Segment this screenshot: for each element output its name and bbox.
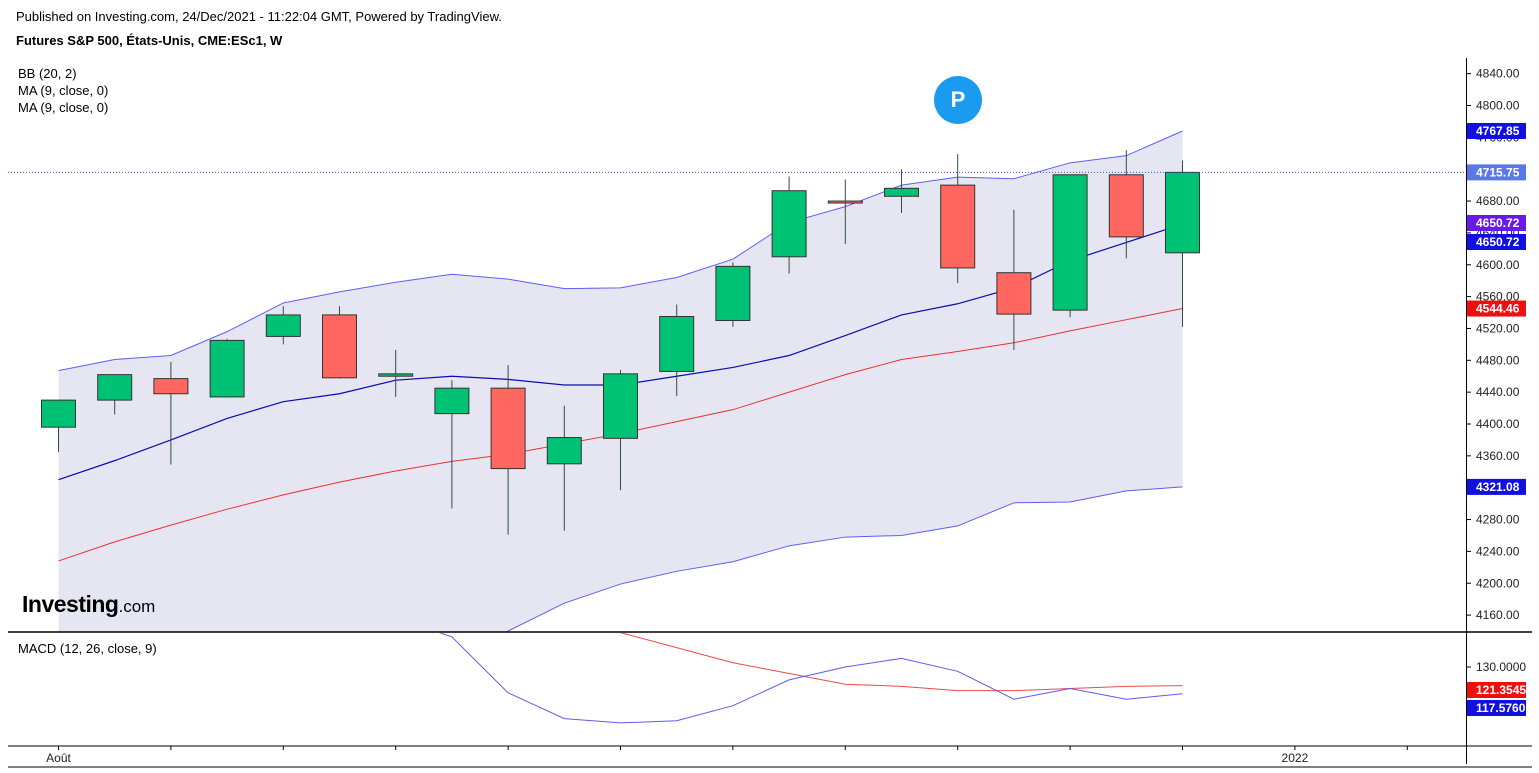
candle-body <box>996 272 1032 315</box>
candle <box>996 209 1032 350</box>
candle-body <box>546 437 582 465</box>
y-tick-label: 4400.00 <box>1476 417 1520 431</box>
x-tick-label: 2022 <box>1282 751 1309 765</box>
y-tick-label: 4360.00 <box>1476 449 1520 463</box>
candle-body <box>97 374 133 401</box>
candle <box>1052 174 1088 318</box>
macd-price-label-bg <box>1467 700 1526 716</box>
y-tick-label: 4240.00 <box>1476 544 1520 558</box>
candle <box>546 405 582 531</box>
last-price-label-bg <box>1467 164 1526 181</box>
macd-y-tick-label: 130.0000 <box>1476 660 1526 674</box>
bb-lower-price-label: 4321.08 <box>1467 478 1526 495</box>
signal-price-label: 121.3545 <box>1467 682 1526 698</box>
ma-red-price-label: 4544.46 <box>1467 300 1526 317</box>
candle <box>603 369 638 491</box>
y-tick-label: 4280.00 <box>1476 513 1520 527</box>
bb-upper-price-label-bg <box>1467 122 1526 139</box>
candle-body <box>1108 174 1144 238</box>
candle <box>378 349 414 397</box>
candle <box>884 169 919 213</box>
ma-price-label-2-bg <box>1467 234 1526 250</box>
candle <box>209 338 245 398</box>
indicator-ma-label-2[interactable]: MA (9, close, 0) <box>18 100 109 115</box>
candle <box>827 179 863 245</box>
ma-price-label-text: 4650.72 <box>1476 216 1520 230</box>
ma-red-price-label-text: 4544.46 <box>1476 302 1520 316</box>
candle-body <box>827 200 863 204</box>
candle-body <box>603 373 638 439</box>
x-tick-label: Août <box>46 751 71 765</box>
candle <box>322 306 357 379</box>
y-tick-label: 4800.00 <box>1476 99 1520 113</box>
candle-body <box>1165 171 1200 254</box>
y-tick-label: 4480.00 <box>1476 353 1520 367</box>
ma-price-label-2-text: 4650.72 <box>1476 235 1520 249</box>
candle <box>1108 150 1144 259</box>
macd-pane <box>439 633 1183 724</box>
macd-price-label-text: 117.5760 <box>1476 701 1526 715</box>
candle <box>153 361 189 465</box>
candle-body <box>940 184 976 269</box>
candle <box>940 154 976 284</box>
indicator-macd-label[interactable]: MACD (12, 26, close, 9) <box>18 641 157 656</box>
candle <box>97 374 133 415</box>
candle-body <box>884 187 919 197</box>
candle-body <box>490 387 526 470</box>
candle-body <box>434 387 470 415</box>
candle <box>771 176 807 274</box>
bb-lower-price-label-text: 4321.08 <box>1476 480 1520 494</box>
marker-p-icon[interactable]: P <box>934 76 982 124</box>
indicator-ma-label[interactable]: MA (9, close, 0) <box>18 83 109 98</box>
published-note: Published on Investing.com, 24/Dec/2021 … <box>16 9 502 24</box>
main-pane <box>41 130 1200 632</box>
ma-price-label: 4650.72 <box>1467 215 1526 231</box>
y-tick-label: 4680.00 <box>1476 194 1520 208</box>
ma-price-label-bg <box>1467 215 1526 231</box>
chart-title: Futures S&P 500, États-Unis, CME:ESc1, W <box>16 33 283 48</box>
last-price-label-text: 4715.75 <box>1476 165 1520 179</box>
y-tick-label: 4560.00 <box>1476 290 1520 304</box>
ma-red-price-label-bg <box>1467 300 1526 317</box>
y-tick-label: 4200.00 <box>1476 576 1520 590</box>
y-tick-label: 4600.00 <box>1476 258 1520 272</box>
candle-body <box>659 316 695 372</box>
macd-signal-line <box>620 633 1183 692</box>
macd-line <box>439 633 1183 724</box>
y-tick-label: 4440.00 <box>1476 385 1520 399</box>
y-tick-label: 4160.00 <box>1476 608 1520 622</box>
candle-body <box>209 339 245 398</box>
candle <box>265 306 301 345</box>
candle <box>434 380 470 509</box>
candle-body <box>41 399 76 428</box>
candle <box>715 262 751 327</box>
indicator-bb-label[interactable]: BB (20, 2) <box>18 66 77 81</box>
bollinger-lower-line <box>505 486 1183 632</box>
signal-price-label-text: 121.3545 <box>1476 683 1526 697</box>
candle-body <box>265 314 301 337</box>
ma-price-label-2: 4650.72 <box>1467 234 1526 250</box>
candle-body <box>715 265 751 321</box>
candle <box>1165 160 1200 327</box>
candle-body <box>378 373 414 377</box>
candle-body <box>1052 174 1088 311</box>
candle-body <box>771 190 807 258</box>
last-price-label: 4715.75 <box>1467 164 1526 181</box>
candle-body <box>153 378 189 395</box>
y-tick-label: 4520.00 <box>1476 321 1520 335</box>
macd-price-label: 117.5760 <box>1467 700 1526 716</box>
bb-upper-price-label-text: 4767.85 <box>1476 124 1520 138</box>
bollinger-upper-line <box>58 130 1183 372</box>
candle <box>659 304 695 397</box>
candle-body <box>322 314 357 379</box>
bb-lower-price-label-bg <box>1467 478 1526 495</box>
y-tick-label: 4840.00 <box>1476 67 1520 81</box>
candle <box>41 399 76 452</box>
candle <box>490 365 526 535</box>
signal-price-label-bg <box>1467 682 1526 698</box>
bb-upper-price-label: 4767.85 <box>1467 122 1526 139</box>
investing-logo: Investing.com <box>22 591 156 617</box>
